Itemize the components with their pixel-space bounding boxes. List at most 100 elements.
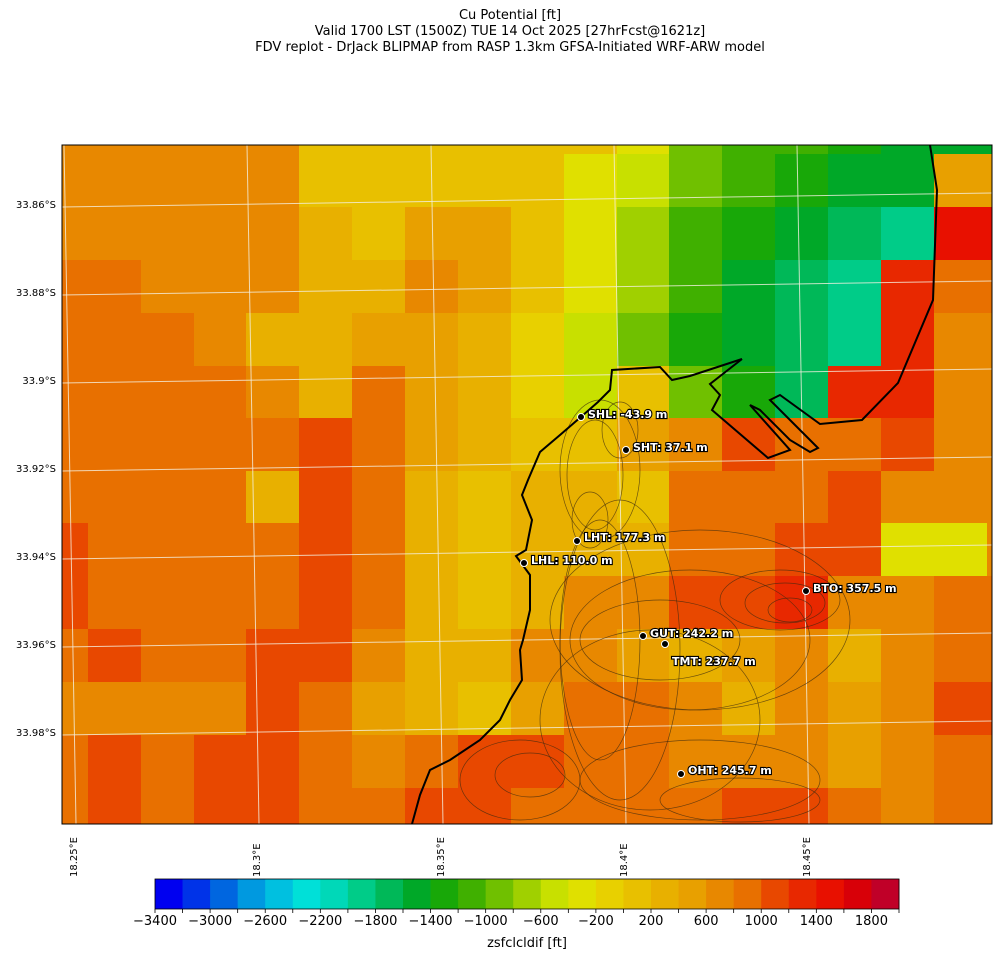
colorbar-bin	[595, 879, 624, 909]
station-marker	[520, 559, 528, 567]
heatmap-cell	[352, 313, 406, 367]
heatmap-cell	[564, 207, 618, 261]
heatmap-cell	[669, 313, 723, 367]
heatmap-cell	[246, 154, 300, 208]
heatmap-cell	[669, 260, 723, 314]
latitude-tick-label: 33.94°S	[16, 552, 56, 563]
heatmap-cell	[88, 366, 142, 419]
heatmap-cell	[299, 313, 353, 367]
latitude-gridline	[62, 720, 992, 736]
colorbar-bin	[210, 879, 239, 909]
heatmap-cell	[194, 313, 247, 367]
heatmap-cell	[775, 154, 829, 208]
heatmap-cell	[458, 313, 512, 367]
heatmap-cell	[511, 207, 565, 261]
heatmap-cell	[881, 207, 935, 261]
heatmap-cell	[722, 735, 776, 789]
heatmap-cell	[405, 145, 459, 155]
heatmap-cell	[987, 629, 992, 683]
heatmap-cells	[62, 145, 992, 824]
heatmap-cell	[828, 260, 882, 314]
heatmap-cell	[511, 471, 565, 524]
heatmap-cell	[141, 260, 195, 314]
heatmap-cell	[352, 145, 406, 155]
colorbar-bin	[788, 879, 817, 909]
heatmap-cell	[564, 313, 618, 367]
heatmap-cell	[246, 313, 300, 367]
heatmap-cell	[458, 418, 512, 472]
heatmap-cell	[194, 154, 247, 208]
heatmap-cell	[141, 145, 195, 155]
heatmap-cell	[246, 471, 300, 524]
colorbar-tick-label: −1000	[463, 914, 508, 929]
colorbar-tick-label: −3400	[133, 914, 177, 929]
heatmap-cell	[828, 145, 882, 155]
heatmap-cell	[987, 154, 992, 208]
heatmap-cell	[88, 788, 142, 824]
heatmap-cell	[246, 366, 300, 419]
station-marker	[677, 770, 685, 778]
heatmap-cell	[352, 207, 406, 261]
station-label: OHT: 245.7 m	[688, 764, 772, 777]
heatmap-cell	[62, 418, 89, 472]
heatmap-cell	[352, 576, 406, 630]
graticule	[62, 145, 992, 824]
colorbar-bin	[155, 879, 183, 909]
heatmap-cell	[881, 629, 935, 683]
title-line-3: FDV replot - DrJack BLIPMAP from RASP 1.…	[255, 40, 765, 55]
heatmap-cell	[669, 418, 723, 472]
heatmap-cell	[511, 682, 565, 736]
heatmap-cell	[881, 418, 935, 472]
heatmap-cell	[987, 788, 992, 824]
heatmap-cell	[458, 154, 512, 208]
heatmap-cell	[775, 260, 829, 314]
heatmap-cell	[246, 145, 300, 155]
heatmap-cell	[775, 207, 829, 261]
heatmap-cell	[511, 418, 565, 472]
heatmap-cell	[511, 788, 565, 824]
heatmap-cell	[299, 154, 353, 208]
longitude-gridline	[246, 145, 260, 824]
heatmap-cell	[564, 576, 618, 630]
heatmap-cell	[617, 154, 670, 208]
colorbar-bin	[430, 879, 459, 909]
heatmap-cell	[299, 471, 353, 524]
heatmap-cell	[458, 735, 512, 789]
heatmap-cell	[352, 788, 406, 824]
heatmap-cell	[775, 735, 829, 789]
heatmap-cell	[828, 471, 882, 524]
heatmap-cell	[141, 788, 195, 824]
heatmap-cell	[141, 154, 195, 208]
colorbar-bin	[403, 879, 431, 909]
colorbar-bin	[651, 879, 679, 909]
heatmap-cell	[722, 576, 776, 630]
heatmap-cell	[246, 735, 300, 789]
heatmap-cell	[934, 682, 988, 736]
heatmap-cell	[987, 682, 992, 736]
heatmap-cell	[564, 471, 618, 524]
heatmap-cell	[194, 260, 247, 314]
colorbar-tick-label: 600	[693, 914, 719, 929]
heatmap-cell	[934, 418, 988, 472]
heatmap-cell	[62, 471, 89, 524]
coastline	[411, 145, 939, 824]
heatmap-cell	[722, 366, 776, 419]
colorbar-bin	[485, 879, 514, 909]
heatmap-cell	[299, 260, 353, 314]
colorbar-frame	[154, 878, 900, 910]
heatmap-cell	[352, 523, 406, 577]
heatmap-cell	[828, 366, 882, 419]
heatmap-cell	[511, 313, 565, 367]
heatmap-cell	[458, 207, 512, 261]
stations: SHL: -43.9 m SHT: 37.1 m LHT: 177.3 m LHL: …	[520, 407, 898, 778]
heatmap-cell	[299, 682, 353, 736]
heatmap-cell	[617, 313, 670, 367]
heatmap-cell	[405, 735, 459, 789]
latitude-tick-label: 33.98°S	[16, 728, 56, 739]
heatmap-cell	[405, 576, 459, 630]
heatmap-cell	[775, 629, 829, 683]
heatmap-cell	[194, 418, 247, 472]
heatmap-cell	[299, 523, 353, 577]
heatmap-cell	[617, 682, 670, 736]
heatmap-cell	[88, 471, 142, 524]
